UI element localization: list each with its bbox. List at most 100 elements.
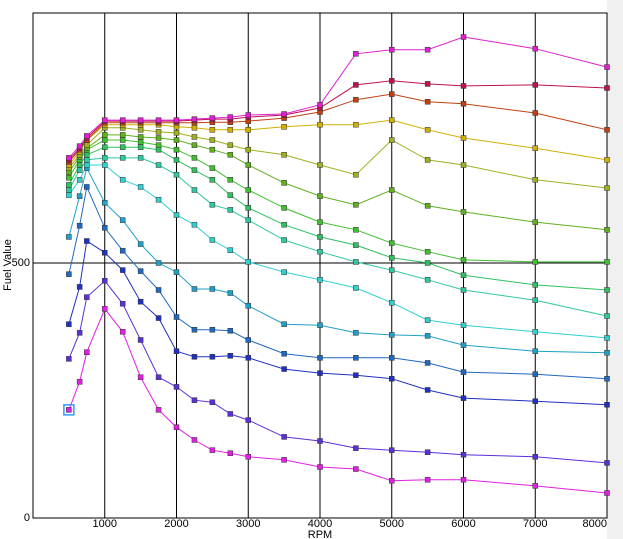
point-marker [245, 454, 251, 460]
series-line [68, 80, 608, 161]
point-marker [119, 301, 126, 307]
point-marker [317, 234, 323, 240]
series-line [68, 134, 608, 231]
series-line [68, 127, 608, 189]
point-marker [245, 417, 251, 423]
point-marker [460, 34, 467, 40]
point-marker [281, 221, 287, 228]
point-marker [281, 205, 287, 211]
point-marker [227, 411, 234, 417]
point-marker [245, 146, 251, 153]
point-marker [155, 146, 162, 153]
point-marker [66, 271, 72, 277]
point-marker [209, 286, 216, 292]
point-marker [191, 397, 198, 403]
point-marker [604, 349, 610, 356]
point-marker [137, 337, 144, 343]
point-marker [424, 46, 431, 53]
point-marker [353, 466, 359, 472]
point-marker [245, 303, 251, 309]
point-marker [389, 255, 395, 261]
point-marker [173, 314, 180, 320]
point-marker [604, 185, 610, 191]
point-marker [532, 297, 538, 303]
y-tick-label: 0 [24, 512, 30, 524]
point-marker [84, 157, 90, 163]
point-marker [119, 217, 126, 223]
point-marker [173, 130, 180, 136]
point-marker [353, 372, 359, 378]
point-marker [389, 91, 395, 97]
point-marker [532, 348, 538, 354]
point-marker [317, 219, 323, 225]
point-marker [173, 137, 180, 143]
point-marker [353, 242, 359, 248]
point-marker [84, 133, 90, 139]
point-marker [227, 328, 234, 334]
side-strip [607, 0, 623, 539]
point-marker [353, 355, 359, 361]
point-marker [209, 327, 216, 333]
point-marker [119, 329, 126, 335]
point-marker [532, 483, 538, 489]
point-marker [532, 259, 538, 265]
point-marker [102, 117, 108, 123]
point-marker [604, 85, 610, 91]
point-marker [119, 247, 126, 254]
point-marker [119, 137, 126, 143]
point-marker [460, 272, 467, 278]
point-marker [102, 137, 108, 143]
point-marker [76, 177, 83, 183]
point-marker [155, 407, 162, 413]
point-marker [227, 450, 234, 456]
point-marker [604, 375, 610, 382]
point-marker [281, 321, 287, 327]
point-marker [532, 329, 538, 335]
point-marker [424, 387, 431, 393]
point-marker [137, 117, 144, 123]
point-marker [173, 424, 180, 430]
point-marker [460, 369, 467, 375]
point-marker [155, 196, 162, 203]
point-marker [191, 167, 198, 173]
point-marker [281, 350, 287, 357]
point-marker [245, 205, 251, 211]
x-tick-label: 7000 [523, 518, 547, 530]
y-tick-label: 500 [12, 257, 30, 269]
point-marker [191, 125, 198, 131]
point-marker [173, 384, 180, 390]
point-marker [281, 457, 287, 463]
point-marker [389, 187, 395, 193]
point-marker [191, 134, 198, 140]
series-line [68, 119, 608, 166]
point-marker [173, 146, 180, 153]
point-marker [604, 64, 610, 70]
point-marker [227, 152, 234, 158]
point-marker [317, 277, 323, 283]
point-marker [119, 155, 126, 161]
point-marker [245, 337, 251, 343]
point-marker [317, 355, 323, 361]
point-marker [119, 144, 126, 150]
point-marker [424, 203, 431, 209]
point-marker [173, 269, 180, 275]
point-marker [137, 155, 144, 161]
point-marker [191, 116, 198, 122]
series-line [68, 307, 608, 494]
point-marker [155, 162, 162, 168]
point-marker [119, 267, 126, 273]
point-marker [66, 155, 72, 161]
point-marker [353, 51, 359, 57]
point-marker [389, 332, 395, 338]
point-marker [137, 298, 144, 305]
point-marker [389, 46, 395, 53]
point-marker [353, 445, 359, 451]
series-line [68, 166, 608, 354]
point-marker [137, 374, 144, 380]
point-marker [66, 356, 72, 362]
point-marker [604, 460, 610, 466]
point-marker [76, 167, 83, 173]
point-marker [317, 248, 323, 255]
